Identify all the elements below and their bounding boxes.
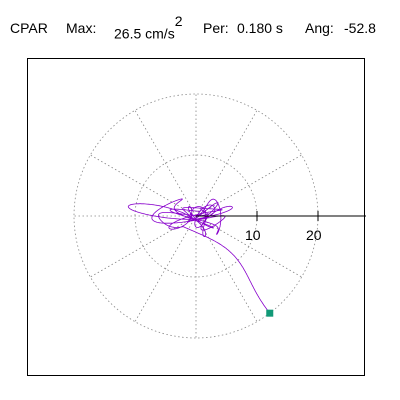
per-value: 0.180 s: [237, 20, 283, 36]
channel-label: CPAR: [10, 20, 48, 36]
max-unit: cm/s: [145, 25, 175, 42]
per-label: Per:: [203, 20, 229, 36]
tick-label-20: 20: [306, 227, 322, 243]
max-value: 26.5: [114, 25, 142, 42]
ang-value: -52.8: [344, 20, 376, 36]
max-label: Max:: [66, 20, 97, 36]
trace-layer: [127, 198, 271, 314]
acceleration-trace: [127, 198, 271, 314]
grid-spoke-30: [195, 154, 302, 217]
grid-spoke-120: [134, 110, 197, 217]
tick-label-10: 10: [245, 227, 261, 243]
marker-layer: [266, 309, 274, 317]
grid-spoke-240: [134, 215, 197, 322]
grid-spoke-150: [90, 154, 197, 217]
tick-labels: 10 20: [245, 227, 322, 243]
grid-spoke-300: [195, 215, 258, 322]
grid-spoke-330: [195, 215, 302, 278]
grid-spoke-60: [195, 110, 258, 217]
max-readout: 26.5 cm/s2: [114, 13, 183, 42]
plot-frame: [27, 58, 365, 376]
header-readout: CPAR Max: 26.5 cm/s2 Per: 0.180 s Ang: -…: [0, 0, 400, 44]
ang-label: Ang:: [305, 20, 334, 36]
grid-spoke-210: [90, 215, 197, 278]
end-point-marker: [266, 309, 274, 317]
max-unit-exponent: 2: [174, 13, 183, 29]
axis-layer: [196, 211, 366, 221]
